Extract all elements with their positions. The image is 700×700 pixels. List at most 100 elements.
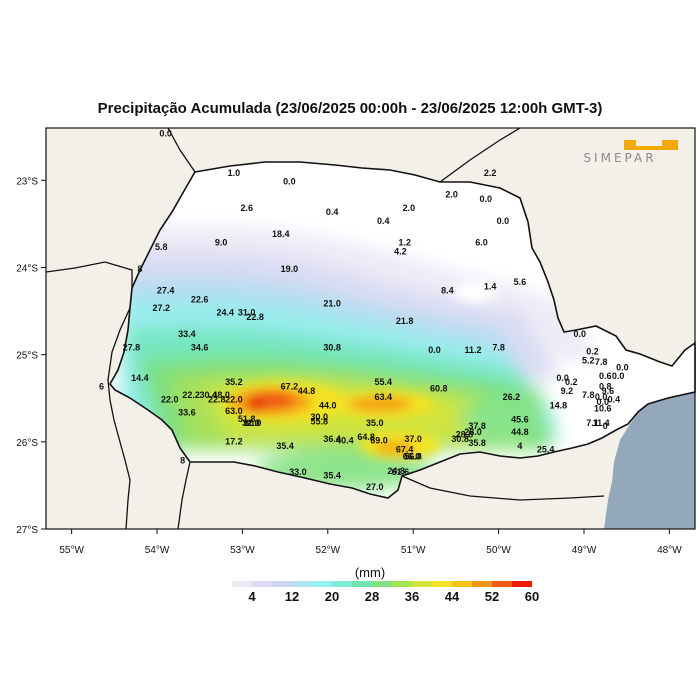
station-value: 8 <box>137 264 142 274</box>
station-value: 0.2 <box>565 377 578 387</box>
colorbar-swatch <box>472 581 492 587</box>
station-value: 40.4 <box>336 436 354 446</box>
lat-tick-label: 27°S <box>16 525 38 536</box>
station-value: 2.2 <box>484 168 497 178</box>
precipitation-field <box>110 162 695 498</box>
station-value: 60.8 <box>430 383 448 393</box>
station-value: 8 <box>180 456 185 466</box>
station-value: 30.0 <box>311 412 329 422</box>
station-value: 28.0 <box>464 427 482 437</box>
station-value: 5.2 <box>582 355 595 365</box>
station-value: 28.8 <box>456 430 474 440</box>
station-value: 0.0 <box>480 194 493 204</box>
station-value: 27.2 <box>153 303 171 313</box>
station-value: 61.6 <box>392 467 410 477</box>
station-value: 6 <box>99 382 104 392</box>
colorbar-swatch <box>252 581 272 587</box>
longitude-axis: 55°W 54°W 53°W 52°W 51°W 50°W 49°W 48°W <box>59 529 682 556</box>
station-value: 26.2 <box>503 392 521 402</box>
station-value: 0.4 <box>608 395 621 405</box>
colorbar-swatch <box>492 581 512 587</box>
station-value: 22.0 <box>225 395 243 405</box>
station-value: 48.0 <box>212 390 230 400</box>
sp-border-north <box>439 128 521 183</box>
station-value: 33.0 <box>289 467 307 477</box>
colorbar-swatch <box>292 581 312 587</box>
station-value: 1.4 <box>484 281 497 291</box>
station-value: 7.8 <box>595 357 608 367</box>
colorbar-label: 20 <box>325 589 339 604</box>
colorbar-swatch <box>332 581 352 587</box>
colorbar-unit: (mm) <box>355 565 385 580</box>
station-value: 17.2 <box>225 436 243 446</box>
station-value: 18.4 <box>272 229 290 239</box>
station-value: 9.6 <box>602 386 615 396</box>
colorbar-label: 28 <box>365 589 379 604</box>
logo-mark-icon <box>624 140 678 150</box>
station-value: 6.0 <box>475 238 488 248</box>
station-value: 56.8 <box>404 451 422 461</box>
station-value: 35.0 <box>366 418 384 428</box>
lat-tick-label: 25°S <box>16 351 38 362</box>
station-value: 7.8 <box>492 342 505 352</box>
colorbar-swatch <box>392 581 412 587</box>
logo-text: SIMEPAR <box>583 151 656 165</box>
station-value: 27.0 <box>366 482 384 492</box>
station-value: 21.0 <box>323 299 341 309</box>
station-value: 25.4 <box>537 444 555 454</box>
colorbar-swatch <box>432 581 452 587</box>
colorbar-label: 12 <box>285 589 299 604</box>
station-value: 0.0 <box>595 392 608 402</box>
station-value: 66.0 <box>403 451 421 461</box>
station-value: 0.0 <box>556 373 569 383</box>
station-value: 5.6 <box>514 277 527 287</box>
station-value: 22.8 <box>208 395 226 405</box>
station-value: 45.6 <box>511 415 529 425</box>
latitude-axis: 23°S 24°S 25°S 26°S 27°S <box>16 176 46 536</box>
colorbar-label: 36 <box>405 589 419 604</box>
station-value: 0.0 <box>616 362 629 372</box>
lon-tick-label: 54°W <box>145 545 170 556</box>
station-value: 44.8 <box>511 427 529 437</box>
sc-border <box>401 475 605 501</box>
station-value: 35.8 <box>468 438 486 448</box>
neighbour-border-west <box>46 261 133 288</box>
station-value: 22.2 <box>182 390 200 400</box>
station-value: 2.6 <box>240 203 253 213</box>
station-value: 33.6 <box>178 408 196 418</box>
colorbar-swatch <box>452 581 472 587</box>
station-value: 7.1 <box>586 418 599 428</box>
station-value: 14.8 <box>550 401 568 411</box>
argentina-border <box>177 461 191 529</box>
colorbar-label: 60 <box>525 589 539 604</box>
station-value: 4 <box>517 441 522 451</box>
station-value: 22.6 <box>191 294 209 304</box>
station-value: 1.0 <box>228 168 241 178</box>
colorbar-swatch <box>512 581 532 587</box>
lon-tick-label: 48°W <box>657 545 682 556</box>
colorbar-label: 4 <box>248 589 256 604</box>
station-value: 0.0 <box>573 329 586 339</box>
lon-tick-label: 55°W <box>59 545 84 556</box>
station-value: 33.4 <box>178 329 196 339</box>
station-value: 67.4 <box>396 444 414 454</box>
colorbar-swatch <box>272 581 292 587</box>
station-value: 2.0 <box>445 190 458 200</box>
sp-ms-border <box>167 128 196 173</box>
station-value: 30.8 <box>323 342 341 352</box>
lat-tick-label: 23°S <box>16 176 38 187</box>
station-value: 9.0 <box>215 238 228 248</box>
station-value: 67.2 <box>281 382 299 392</box>
paraguay-border <box>107 307 131 529</box>
station-value: 1.2 <box>398 238 411 248</box>
station-value: 0.0 <box>612 371 625 381</box>
station-value: 2.0 <box>403 203 416 213</box>
station-value: 7.8 <box>582 390 595 400</box>
map-frame <box>45 127 696 530</box>
station-value: 22.0 <box>161 395 179 405</box>
station-value: 0.0 <box>159 129 172 139</box>
station-value: 10.6 <box>594 403 612 413</box>
station-values: 0.0 1.0 0.0 2.6 0.4 0.4 2.0 2.0 0.0 2.2 0.0 18.4 9.0… <box>99 129 629 492</box>
lon-tick-label: 53°W <box>230 545 255 556</box>
